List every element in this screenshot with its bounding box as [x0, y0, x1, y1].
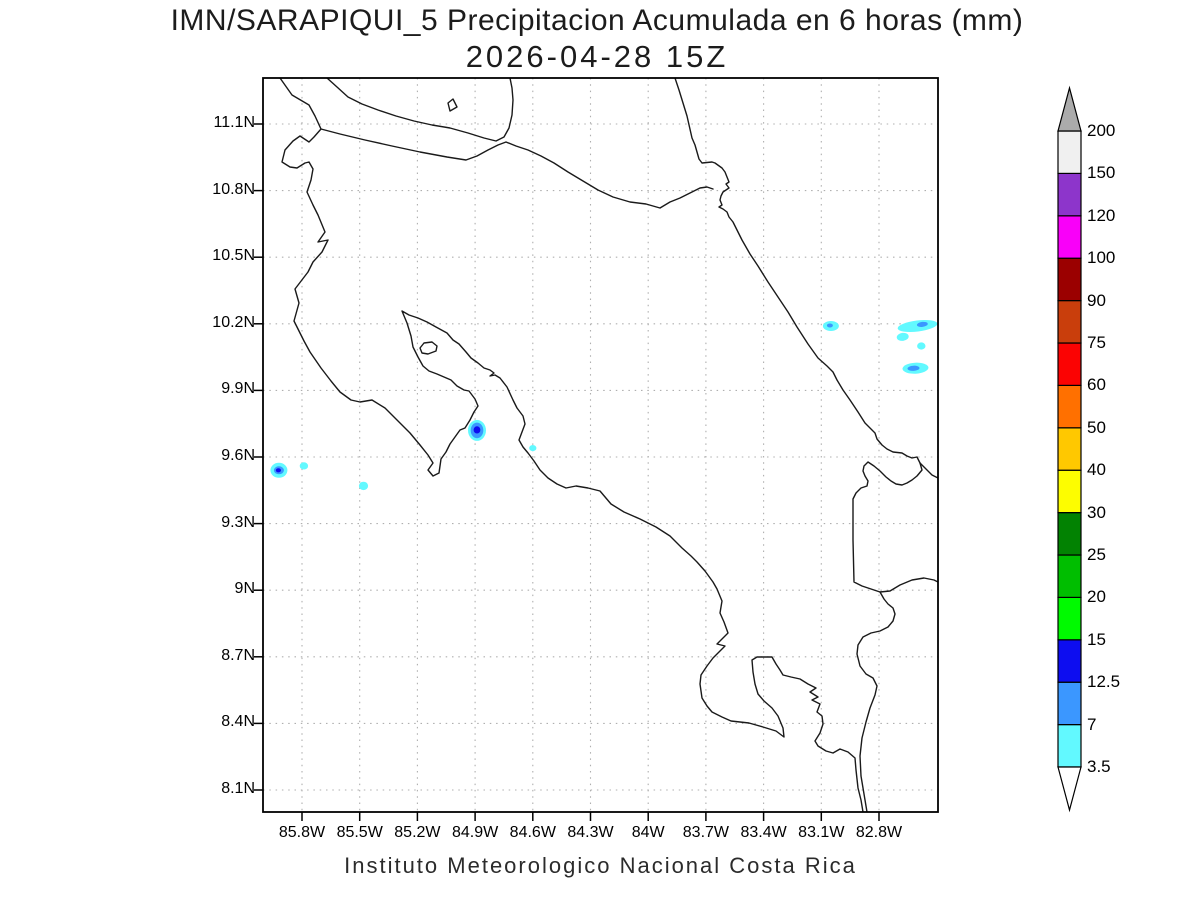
precipitation-spot [358, 481, 369, 491]
colorbar-arrow-above-max [1057, 85, 1082, 132]
footer-attribution: Instituto Meteorologico Nacional Costa R… [344, 853, 857, 878]
lake-nicaragua-shore [326, 78, 514, 142]
colorbar-level-label: 50 [1087, 417, 1106, 437]
lat-tick-label: 8.4N [221, 713, 255, 731]
plot-border [262, 77, 939, 813]
colorbar-level-label: 200 [1087, 121, 1116, 140]
chira-island [419, 341, 438, 355]
lon-tick-label: 82.8W [855, 824, 903, 841]
lat-tick-label: 8.7N [221, 646, 255, 664]
coastline-panama-east [879, 577, 938, 593]
spot-contour [896, 332, 909, 341]
lon-tick-label: 84.6W [509, 824, 556, 841]
colorbar-level-label: 90 [1087, 290, 1106, 310]
colorbar-segment [1057, 554, 1082, 599]
colorbar-segment [1057, 427, 1082, 471]
coastline-panama-caribbean-exit [919, 462, 938, 479]
colorbar-level-label: 120 [1087, 205, 1116, 225]
lon-tick-label: 84.3W [567, 824, 614, 841]
colorbar-level-label: 75 [1087, 333, 1106, 352]
colorbar-level-label: 20 [1087, 587, 1106, 607]
tick-layer [254, 123, 880, 821]
colorbar-segment [1057, 639, 1082, 683]
colorbar-level-label: 7 [1087, 714, 1097, 734]
precipitation-spot [896, 320, 938, 341]
lat-tick-label: 11.1N [213, 114, 255, 131]
colorbar-level-label: 40 [1087, 460, 1106, 480]
colorbar-level-label: 3.5 [1087, 757, 1111, 776]
lat-tick-label: 10.8N [212, 180, 255, 198]
colorbar-level-label: 100 [1087, 248, 1116, 268]
spot-contour [299, 462, 309, 470]
lat-tick-label: 10.2N [212, 313, 255, 331]
lon-tick-label: 84.9W [451, 824, 499, 841]
lat-tick-label: 9N [234, 580, 255, 598]
lon-tick-label: 85.8W [278, 824, 326, 841]
lat-tick-label: 9.3N [221, 513, 255, 531]
precipitation-spot [822, 321, 839, 331]
grid-layer [263, 78, 938, 812]
spot-contour [826, 323, 833, 328]
map-layer [279, 78, 938, 812]
colorbar-segment [1057, 469, 1082, 514]
chart-title: IMN/SARAPIQUI_5 Precipitacion Acumulada … [170, 4, 1024, 37]
spot-contour [529, 445, 537, 452]
colorbar-segment [1057, 172, 1082, 217]
colorbar-level-label: 150 [1087, 163, 1116, 183]
precipitation-spot [529, 445, 537, 452]
colorbar-segment [1057, 384, 1082, 429]
lat-tick-label: 9.9N [221, 380, 255, 398]
colorbar-level-label: 60 [1087, 375, 1106, 395]
lon-tick-label: 83.7W [682, 824, 730, 841]
precipitation-spot [299, 462, 309, 470]
precipitation-spots-layer [270, 320, 938, 491]
spot-contour [902, 362, 929, 374]
colorbar-segment [1057, 300, 1082, 344]
lon-tick-label: 83.1W [798, 824, 845, 841]
colorbar-level-label: 15 [1087, 629, 1106, 649]
spot-contour [275, 468, 281, 473]
spot-contour [358, 481, 369, 491]
lat-tick-label: 9.6N [221, 447, 255, 464]
spot-contour [473, 426, 481, 434]
spot-contour [907, 365, 920, 371]
colorbar-level-label: 30 [1087, 502, 1106, 522]
colorbar-segment [1057, 257, 1082, 302]
coastline-pacific [279, 78, 864, 812]
lake-island [447, 98, 458, 112]
coastline-caribbean [674, 78, 923, 812]
colorbar-arrow-below-min [1057, 766, 1082, 813]
precipitation-spot [468, 419, 486, 441]
lon-tick-label: 85.5W [336, 824, 383, 841]
spot-contour [916, 321, 928, 327]
lon-tick-label: 84W [631, 824, 665, 841]
title-block: IMN/SARAPIQUI_5 Precipitacion Acumulada … [0, 4, 1194, 75]
precipitation-spot [902, 362, 929, 374]
spot-contour [917, 342, 926, 350]
lat-tick-label: 8.1N [221, 780, 255, 797]
chart-subtitle-date: 2026-04-28 15Z [465, 39, 729, 74]
precipitation-spot [270, 462, 288, 478]
colorbar-segment [1057, 596, 1082, 641]
colorbar-segment [1057, 342, 1082, 387]
colorbar-segment [1057, 511, 1082, 556]
precipitation-spot [917, 342, 926, 350]
lat-tick-label: 10.5N [212, 247, 255, 265]
border-nicaragua-river [320, 128, 714, 209]
colorbar-segment [1057, 130, 1082, 175]
colorbar-segment [1057, 723, 1082, 768]
colorbar-level-label: 12.5 [1087, 672, 1121, 692]
colorbar-segment [1057, 681, 1082, 726]
lon-tick-label: 85.2W [394, 824, 441, 841]
colorbar [1057, 85, 1082, 813]
colorbar-segment [1057, 215, 1082, 259]
colorbar-level-label: 25 [1087, 545, 1106, 564]
lon-tick-label: 83.4W [740, 824, 787, 841]
